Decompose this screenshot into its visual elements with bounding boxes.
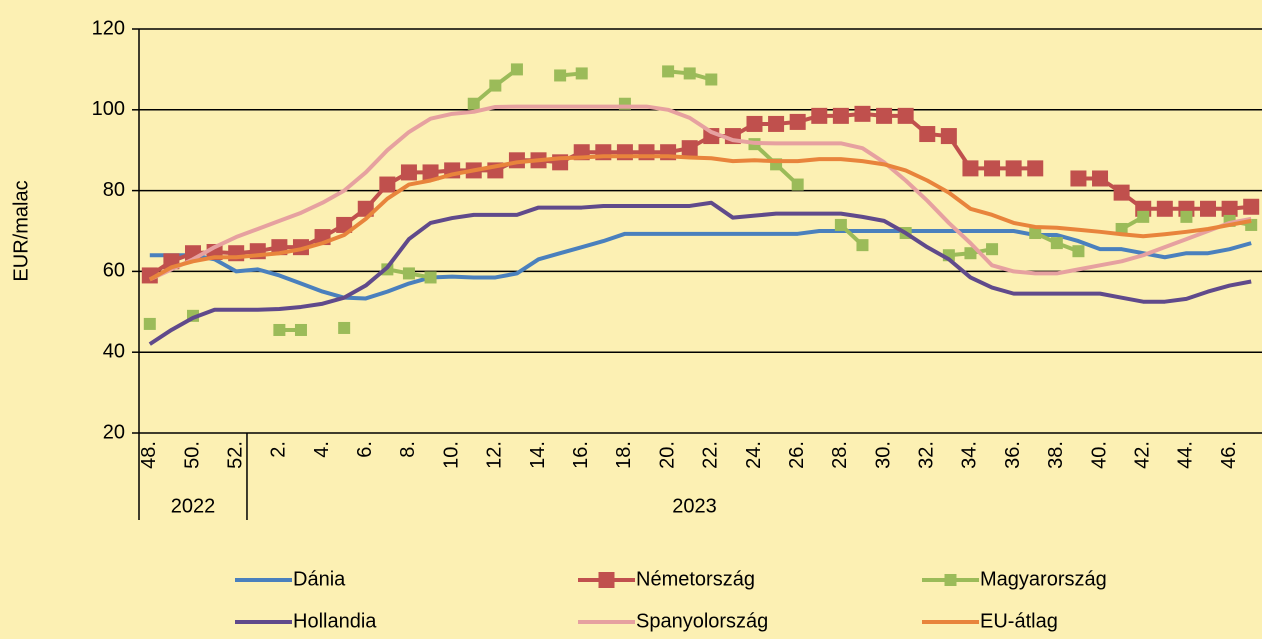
legend-marker xyxy=(598,572,615,588)
x-tick-label: 48. xyxy=(138,441,160,469)
marker xyxy=(1027,160,1044,177)
x-group-label: 2023 xyxy=(672,495,717,517)
marker xyxy=(338,321,351,334)
marker xyxy=(424,271,437,284)
marker xyxy=(1072,245,1085,258)
legend-label: Dánia xyxy=(293,568,346,590)
marker xyxy=(662,65,675,78)
marker xyxy=(336,216,353,233)
marker xyxy=(811,107,828,124)
y-tick-label: 40 xyxy=(103,340,125,362)
marker xyxy=(467,97,480,110)
marker xyxy=(422,164,439,181)
marker xyxy=(510,63,523,76)
y-tick-label: 20 xyxy=(103,421,125,443)
marker xyxy=(897,107,914,124)
x-tick-label: 40. xyxy=(1088,441,1110,469)
x-tick-label: 36. xyxy=(1002,441,1024,469)
y-tick-label: 120 xyxy=(92,17,125,39)
marker xyxy=(942,249,955,262)
marker xyxy=(789,113,806,130)
legend-label: Hollandia xyxy=(293,610,377,632)
marker xyxy=(554,69,567,82)
x-tick-label: 4. xyxy=(311,441,333,458)
marker xyxy=(1137,210,1150,223)
x-tick-label: 16. xyxy=(570,441,592,469)
x-tick-label: 30. xyxy=(872,441,894,469)
series-line xyxy=(148,154,1252,282)
x-tick-label: 44. xyxy=(1175,441,1197,469)
x-tick-label: 12. xyxy=(484,441,506,469)
x-tick-label: 26. xyxy=(786,441,808,469)
marker xyxy=(768,115,785,132)
marker xyxy=(940,128,957,145)
y-tick-label: 100 xyxy=(92,98,125,120)
marker xyxy=(400,164,417,181)
marker xyxy=(143,317,156,330)
marker xyxy=(273,323,286,336)
series-line xyxy=(149,229,1252,301)
x-tick-label: 10. xyxy=(440,441,462,469)
x-tick-label: 28. xyxy=(829,441,851,469)
x-tick-label: 50. xyxy=(181,441,203,469)
marker xyxy=(1005,160,1022,177)
legend-label: Spanyolország xyxy=(636,610,768,632)
x-tick-label: 14. xyxy=(527,441,549,469)
marker xyxy=(986,243,999,256)
x-tick-label: 38. xyxy=(1045,441,1067,469)
series-line xyxy=(148,200,1252,346)
marker xyxy=(964,247,977,260)
x-tick-label: 8. xyxy=(397,441,419,458)
x-tick-label: 2. xyxy=(268,441,290,458)
x-tick-label: 20. xyxy=(656,441,678,469)
marker xyxy=(1243,198,1260,215)
marker xyxy=(746,115,763,132)
x-tick-label: 18. xyxy=(613,441,635,469)
marker xyxy=(705,73,718,86)
y-tick-label: 80 xyxy=(103,179,125,201)
marker xyxy=(1050,237,1063,250)
marker xyxy=(1156,200,1173,217)
marker xyxy=(379,176,396,193)
marker xyxy=(876,107,893,124)
x-tick-label: 6. xyxy=(354,441,376,458)
marker xyxy=(834,218,847,231)
marker xyxy=(1070,170,1087,187)
marker xyxy=(856,239,869,252)
x-tick-label: 46. xyxy=(1218,441,1240,469)
marker xyxy=(1113,184,1130,201)
x-tick-label: 52. xyxy=(224,441,246,469)
marker xyxy=(962,160,979,177)
marker xyxy=(1092,170,1109,187)
series-line xyxy=(148,104,1252,282)
marker xyxy=(402,267,415,280)
y-axis-label: EUR/malac xyxy=(10,180,32,281)
marker xyxy=(832,107,849,124)
marker xyxy=(1221,200,1238,217)
marker xyxy=(489,79,502,92)
marker xyxy=(1200,200,1217,217)
legend-label: Németország xyxy=(636,568,755,590)
x-tick-label: 22. xyxy=(700,441,722,469)
x-tick-label: 42. xyxy=(1132,441,1154,469)
marker xyxy=(681,140,698,157)
x-group-label: 2022 xyxy=(171,495,216,517)
marker xyxy=(575,67,588,80)
legend-label: Magyarország xyxy=(980,568,1107,590)
y-tick-label: 60 xyxy=(103,260,125,282)
marker xyxy=(1180,210,1193,223)
legend-marker xyxy=(944,574,957,586)
x-tick-label: 32. xyxy=(916,441,938,469)
marker xyxy=(791,178,804,191)
marker xyxy=(984,160,1001,177)
marker xyxy=(294,323,307,336)
marker xyxy=(1029,227,1042,240)
x-tick-label: 24. xyxy=(743,441,765,469)
legend-label: EU-átlag xyxy=(980,610,1058,632)
marker xyxy=(854,105,871,122)
marker xyxy=(919,126,936,143)
x-tick-label: 34. xyxy=(959,441,981,469)
marker xyxy=(683,67,696,80)
